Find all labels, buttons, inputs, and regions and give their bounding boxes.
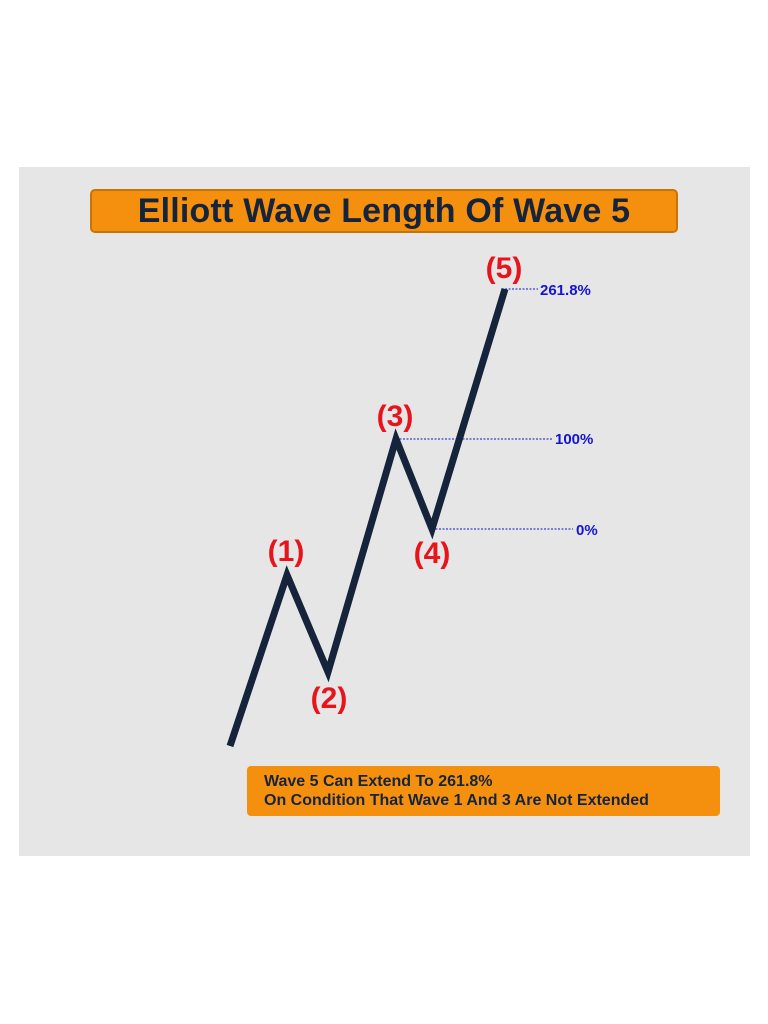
wave-label-2: (2) [311, 682, 348, 715]
diagram-panel [19, 167, 750, 856]
title-banner: Elliott Wave Length Of Wave 5 [90, 189, 678, 233]
note-box: Wave 5 Can Extend To 261.8% On Condition… [247, 766, 720, 816]
wave-label-3: (3) [377, 400, 414, 433]
level-label-100: 100% [555, 431, 593, 448]
level-label-0: 0% [576, 522, 598, 539]
level-label-261: 261.8% [540, 282, 591, 299]
wave-label-5: (5) [486, 252, 523, 285]
wave-label-1: (1) [268, 535, 305, 568]
note-line-1: Wave 5 Can Extend To 261.8% [264, 773, 493, 790]
note-line-2: On Condition That Wave 1 And 3 Are Not E… [264, 792, 649, 809]
diagram-title: Elliott Wave Length Of Wave 5 [137, 191, 631, 230]
wave-label-4: (4) [414, 537, 451, 570]
wave-line [226, 287, 509, 748]
